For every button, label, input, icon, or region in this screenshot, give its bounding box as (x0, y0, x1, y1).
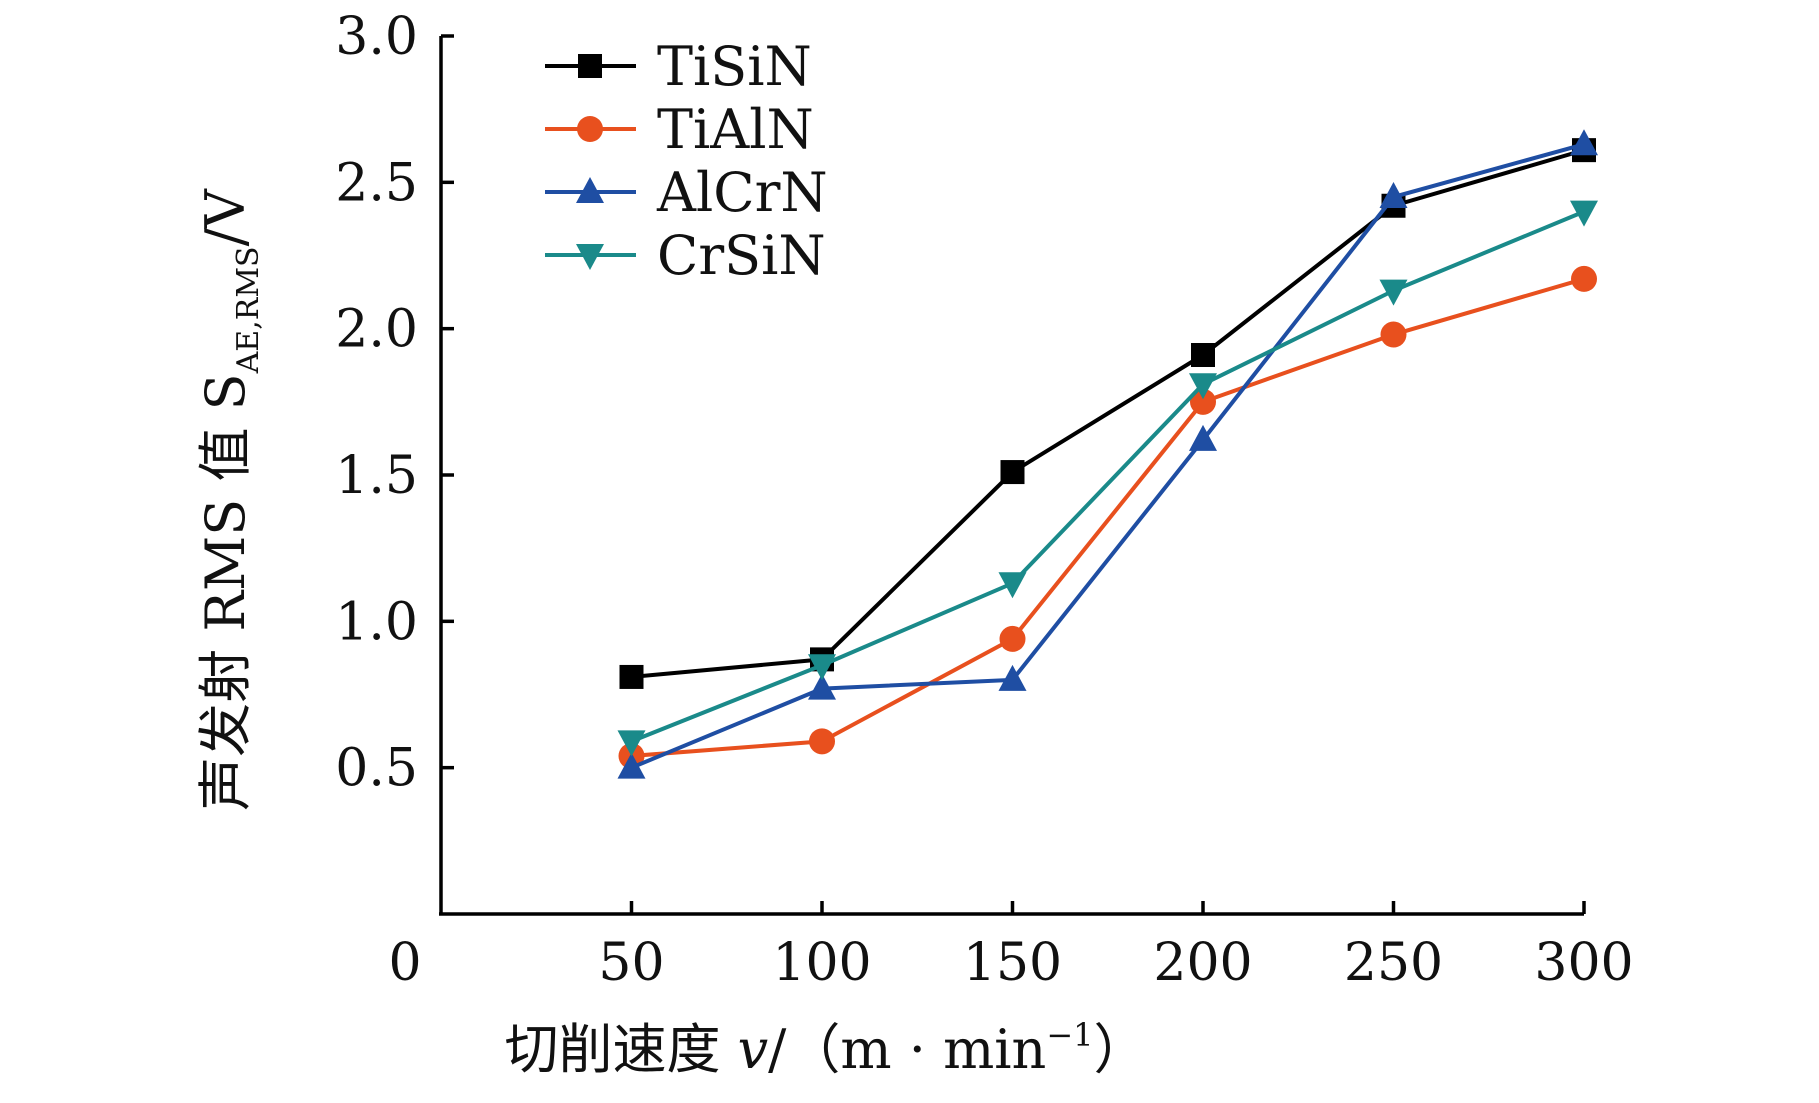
data-point-crsin (1189, 373, 1217, 400)
y-tick-label: 1.0 (335, 592, 418, 652)
data-point-tialn (999, 625, 1026, 652)
x-title-close: ） (1094, 1018, 1148, 1081)
y-tick-label: 1.5 (335, 446, 418, 506)
x-title-var: v (738, 1018, 769, 1081)
data-point-crsin (998, 572, 1027, 599)
series-layer (617, 129, 1598, 779)
data-point-alcrn (1189, 424, 1217, 451)
series-line-alcrn (630, 142, 1585, 770)
y-tick-label: 0.5 (335, 739, 418, 799)
series-tialn (618, 265, 1597, 769)
data-point-tisin (1000, 460, 1025, 485)
x-tick-label: 0 (388, 933, 421, 993)
series-line-tialn (631, 276, 1585, 758)
x-axis-title: 切削速度 v/（m · min−1） (504, 1016, 1147, 1081)
y-title-sub: AE,RMS (231, 246, 266, 374)
data-point-tisin (1191, 343, 1215, 368)
data-point-tialn (1190, 388, 1216, 415)
x-tick-label: 150 (963, 933, 1062, 993)
y-tick-label: 3.0 (335, 7, 418, 67)
y-tick-label: 2.5 (335, 153, 418, 213)
data-point-alcrn (617, 752, 646, 779)
legend-marker-crsin (576, 244, 604, 270)
legend-item-crsin: CrSiN (545, 224, 826, 287)
x-tick-label: 300 (1534, 933, 1633, 993)
legend-marker-tisin (578, 54, 602, 78)
legend-label-tialn: TiAlN (657, 98, 814, 161)
series-alcrn (617, 129, 1598, 779)
x-tick-label: 250 (1344, 933, 1443, 993)
data-point-tialn (1571, 265, 1597, 292)
legend-label-crsin: CrSiN (657, 224, 826, 287)
y-axis-ticks: 0.5 1.0 1.5 2.0 2.5 3.0 (335, 7, 454, 799)
data-point-alcrn (1570, 129, 1598, 156)
y-tick-label: 2.0 (335, 300, 418, 360)
series-crsin (617, 200, 1598, 757)
data-point-alcrn (808, 673, 836, 700)
x-title-sup: −1 (1046, 1016, 1093, 1054)
y-title-main: 声发射 RMS 值 (194, 410, 257, 810)
x-tick-label: 100 (772, 933, 871, 993)
data-point-crsin (1570, 200, 1598, 227)
y-axis-title: 声发射 RMS 值 SAE,RMS/V (194, 188, 266, 811)
series-line-tisin (631, 148, 1585, 679)
series-line-crsin (630, 209, 1585, 744)
legend-label-alcrn: AlCrN (656, 161, 828, 224)
legend-marker-tialn (577, 116, 603, 142)
x-axis-ticks: 0 50 100 150 200 250 300 (388, 901, 1634, 993)
legend-item-tialn: TiAlN (545, 98, 814, 161)
data-point-crsin (808, 654, 836, 681)
y-title-var: S (194, 373, 257, 410)
x-tick-label: 50 (598, 933, 664, 993)
data-point-crsin (1379, 279, 1408, 306)
legend-item-alcrn: AlCrN (545, 161, 828, 224)
data-point-tialn (1380, 321, 1407, 348)
data-point-alcrn (998, 664, 1027, 691)
data-point-crsin (617, 730, 646, 757)
data-point-alcrn (1379, 181, 1408, 208)
x-title-unit: （m · min (786, 1018, 1046, 1081)
data-point-tisin (619, 664, 644, 689)
legend-marker-alcrn (576, 177, 604, 203)
x-title-slash: / (768, 1018, 787, 1081)
legend-label-tisin: TiSiN (657, 35, 812, 98)
x-tick-label: 200 (1153, 933, 1252, 993)
y-title-unit: /V (194, 188, 257, 246)
data-point-tialn (809, 728, 835, 755)
x-title-main: 切削速度 (504, 1018, 737, 1081)
legend-item-tisin: TiSiN (545, 35, 812, 98)
